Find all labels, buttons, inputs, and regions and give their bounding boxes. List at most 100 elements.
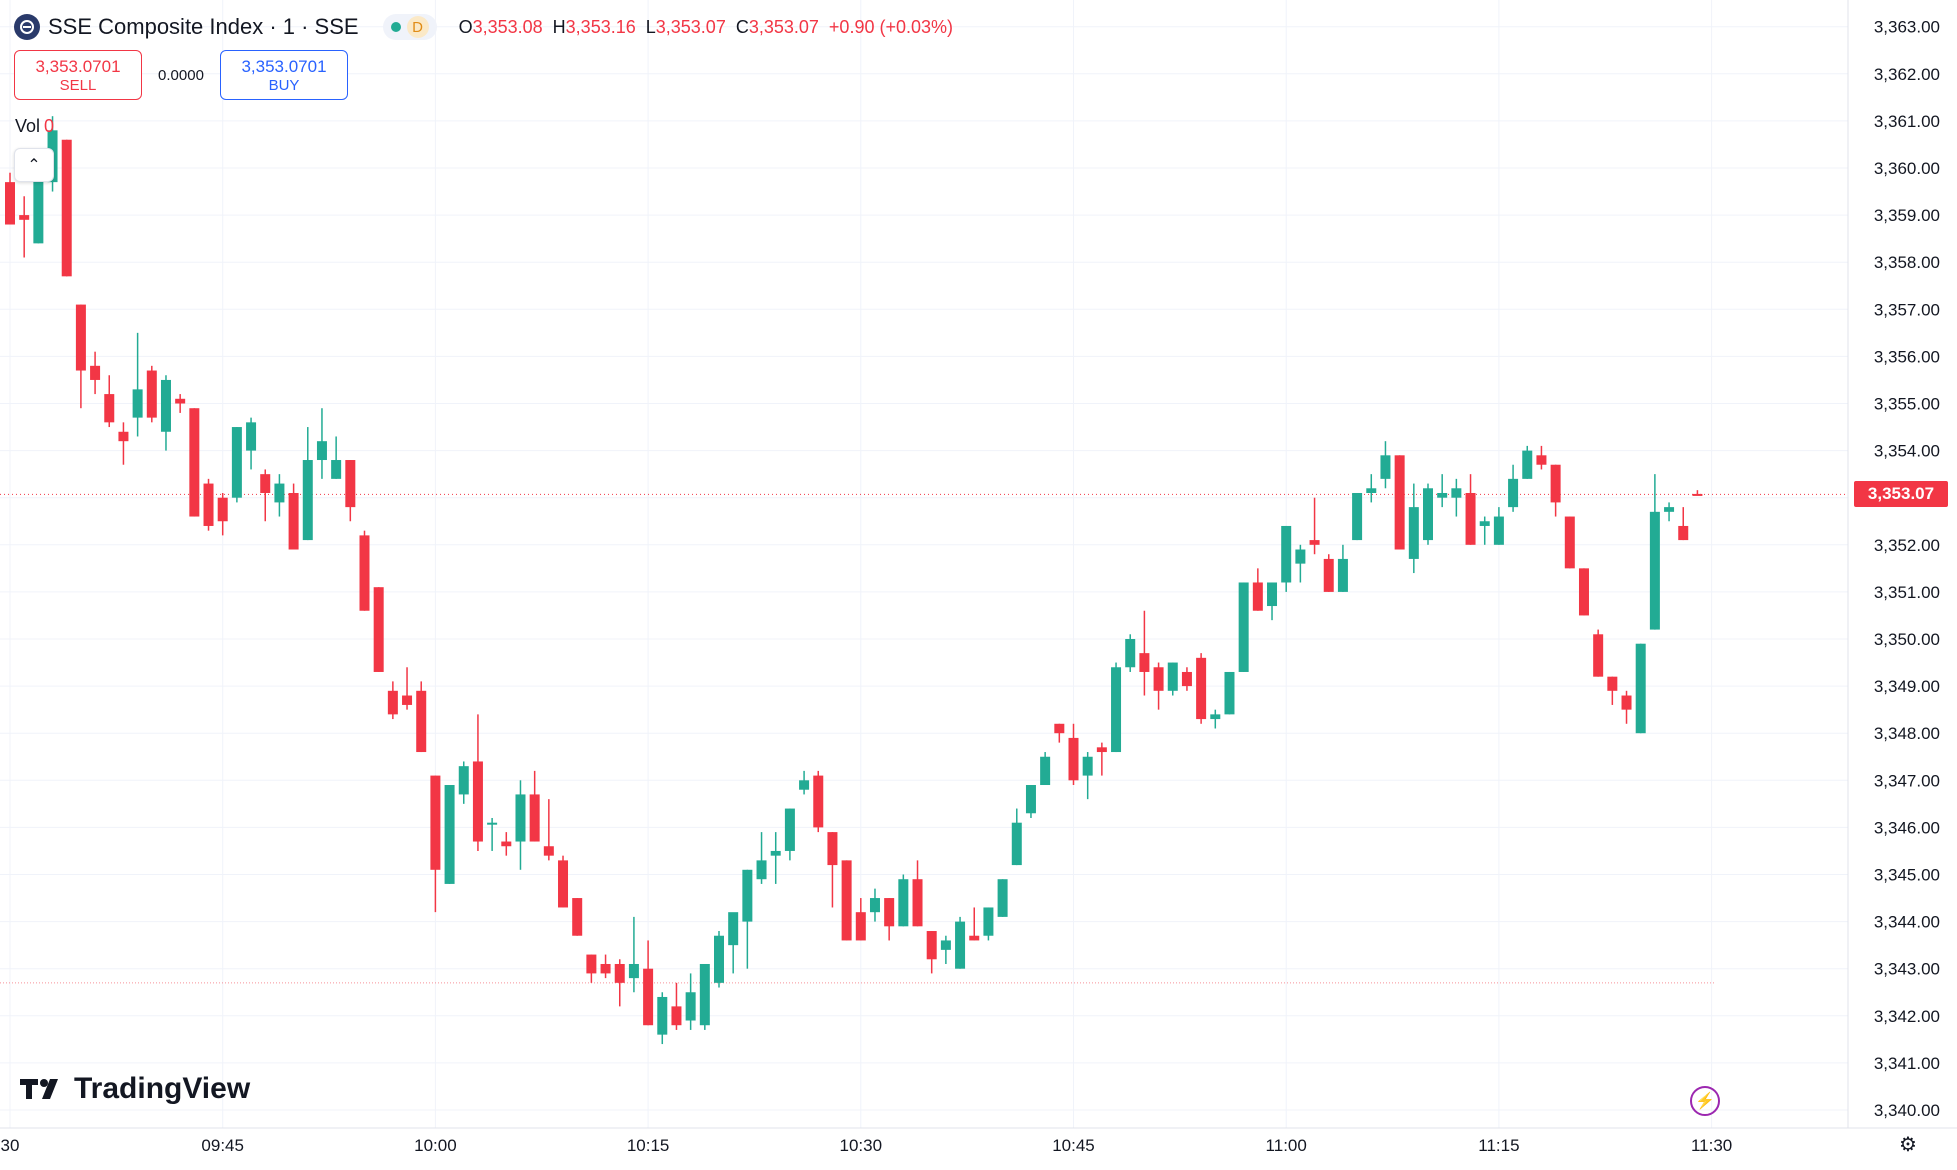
settings-button[interactable]: ⚙ [1896, 1132, 1920, 1156]
candle-body [5, 182, 15, 225]
candle [600, 954, 611, 979]
candle-body [912, 879, 923, 927]
x-tick-label: 10:00 [414, 1136, 457, 1155]
candle [302, 427, 313, 541]
sell-button[interactable]: 3,353.0701 SELL [14, 50, 142, 100]
candle [784, 808, 795, 861]
candle [1380, 441, 1391, 489]
candle [1522, 445, 1533, 479]
candle [1664, 502, 1675, 522]
candle [558, 855, 569, 908]
candle-body [118, 431, 129, 442]
candle [1096, 742, 1107, 776]
candle [146, 365, 157, 423]
volume-legend[interactable]: Vol 0 [15, 116, 54, 137]
candle [1437, 474, 1448, 508]
candle [1692, 490, 1703, 496]
candle-body [1593, 634, 1604, 677]
candle [175, 394, 186, 413]
candle-body [231, 427, 242, 498]
candle [997, 879, 1008, 917]
candle [1224, 671, 1235, 715]
candle-body [1323, 558, 1334, 592]
candle [189, 408, 200, 517]
candle-body [1508, 478, 1519, 508]
x-tick-label: 11:15 [1478, 1136, 1519, 1155]
lightning-icon: ⚡ [1695, 1093, 1715, 1110]
candle [1196, 653, 1207, 724]
candle-body [1352, 492, 1363, 541]
open-value: 3,353.08 [472, 16, 543, 37]
candle [1337, 544, 1348, 592]
candle-body [1649, 511, 1660, 630]
y-tick-label: 3,354.00 [1874, 442, 1940, 461]
collapse-button[interactable]: ⌃ [14, 148, 54, 182]
candle [940, 935, 951, 964]
candle-body [458, 766, 469, 795]
tradingview-logo[interactable]: TradingView [20, 1072, 250, 1106]
candle [61, 139, 72, 277]
candle-body [104, 394, 115, 423]
candle-body [402, 695, 413, 705]
candle-body [373, 587, 384, 672]
candle [529, 770, 540, 842]
chart-grid [0, 0, 1848, 1128]
candle [714, 931, 724, 988]
delayed-badge: D [406, 16, 429, 38]
candle-body [869, 898, 880, 913]
candle-body [444, 785, 455, 884]
candle [1040, 752, 1051, 786]
x-tick-label: 10:45 [1052, 1136, 1095, 1155]
candle [756, 832, 767, 884]
candle [628, 916, 639, 993]
high-value: 3,353.16 [565, 16, 636, 37]
candle [1082, 752, 1093, 800]
candle [1465, 474, 1476, 545]
candle-body [799, 780, 810, 790]
candle-body [1451, 488, 1462, 498]
candle-body [260, 474, 271, 493]
candle [898, 874, 909, 927]
candle-body [501, 841, 512, 847]
y-tick-label: 3,346.00 [1874, 818, 1940, 837]
candle-body [657, 996, 668, 1035]
candle-body [813, 775, 824, 828]
candle-body [685, 992, 696, 1021]
candle-body [997, 879, 1008, 917]
buy-button[interactable]: 3,353.0701 BUY [220, 50, 348, 100]
candle-body [1337, 558, 1348, 592]
lightning-button[interactable]: ⚡ [1690, 1086, 1720, 1116]
candle-body [955, 921, 966, 969]
candle [501, 832, 512, 856]
x-tick-label: 11:30 [1691, 1136, 1732, 1155]
collapse-chevron-icon: ⌃ [27, 157, 41, 174]
candle-body [898, 879, 909, 927]
y-tick-label: 3,345.00 [1874, 866, 1940, 885]
candle [1493, 507, 1504, 545]
candle [1578, 568, 1589, 616]
candle-body [1153, 667, 1164, 691]
market-status[interactable]: D [382, 14, 437, 40]
candle [572, 898, 583, 936]
candle-body [1437, 492, 1448, 498]
candle-body [558, 860, 569, 908]
candle-body [359, 535, 370, 611]
candle [1054, 723, 1065, 743]
symbol-title[interactable]: SSE Composite Index · 1 · SSE [48, 14, 359, 39]
candle [1550, 464, 1561, 517]
candle [1181, 667, 1192, 691]
y-tick-label: 3,363.00 [1874, 18, 1940, 37]
candle-body [302, 460, 313, 541]
candle [331, 436, 342, 479]
last-price-label: 3,353.07 [1854, 481, 1948, 508]
candle-body [515, 794, 526, 842]
candle [1352, 492, 1363, 541]
tradingview-logo-icon [20, 1079, 58, 1099]
candle-body [1025, 785, 1036, 814]
candle-body [841, 860, 852, 941]
candle-body [1550, 464, 1561, 503]
y-tick-label: 3,343.00 [1874, 960, 1940, 979]
candle [1607, 676, 1618, 705]
candles [5, 116, 1703, 1045]
